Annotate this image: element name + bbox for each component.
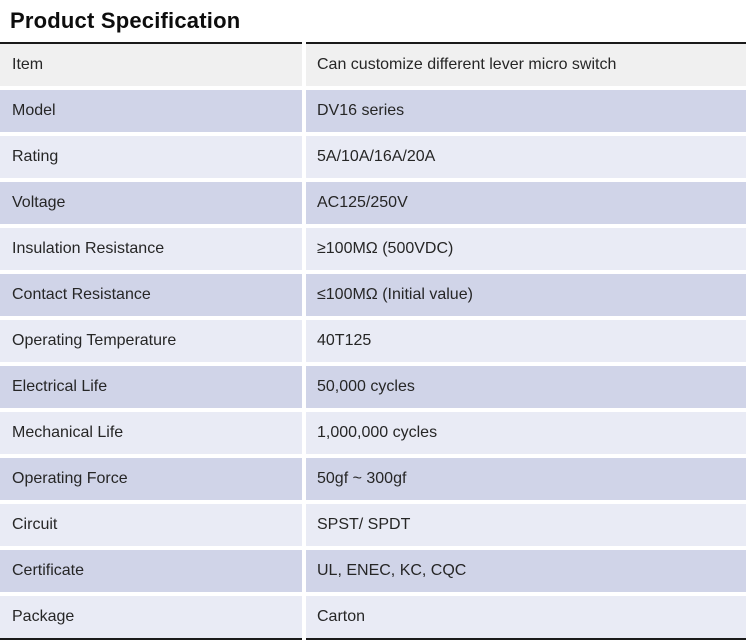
table-row-rating: Rating 5A/10A/16A/20A — [0, 136, 746, 178]
spec-value: 50,000 cycles — [306, 366, 746, 408]
spec-label: Operating Force — [0, 458, 302, 500]
table-row-operating-force: Operating Force 50gf ~ 300gf — [0, 458, 746, 500]
spec-value: 40T125 — [306, 320, 746, 362]
spec-label: Electrical Life — [0, 366, 302, 408]
spec-value: UL, ENEC, KC, CQC — [306, 550, 746, 592]
spec-label: Certificate — [0, 550, 302, 592]
spec-value: ≤100MΩ (Initial value) — [306, 274, 746, 316]
spec-value: 5A/10A/16A/20A — [306, 136, 746, 178]
page-title: Product Specification — [10, 8, 241, 33]
spec-value: Carton — [306, 596, 746, 640]
spec-value: 50gf ~ 300gf — [306, 458, 746, 500]
spec-label: Model — [0, 90, 302, 132]
table-row-contact-resistance: Contact Resistance ≤100MΩ (Initial value… — [0, 274, 746, 316]
table-row-mechanical-life: Mechanical Life 1,000,000 cycles — [0, 412, 746, 454]
spec-value: DV16 series — [306, 90, 746, 132]
table-row-insulation-resistance: Insulation Resistance ≥100MΩ (500VDC) — [0, 228, 746, 270]
spec-label: Insulation Resistance — [0, 228, 302, 270]
spec-value: SPST/ SPDT — [306, 504, 746, 546]
spec-label: Item — [0, 42, 302, 86]
table-row-certificate: Certificate UL, ENEC, KC, CQC — [0, 550, 746, 592]
spec-value: 1,000,000 cycles — [306, 412, 746, 454]
spec-label: Package — [0, 596, 302, 640]
table-row-circuit: Circuit SPST/ SPDT — [0, 504, 746, 546]
spec-label: Contact Resistance — [0, 274, 302, 316]
spec-value: AC125/250V — [306, 182, 746, 224]
table-row-model: Model DV16 series — [0, 90, 746, 132]
spec-value: ≥100MΩ (500VDC) — [306, 228, 746, 270]
table-row-electrical-life: Electrical Life 50,000 cycles — [0, 366, 746, 408]
spec-label: Circuit — [0, 504, 302, 546]
table-row-operating-temperature: Operating Temperature 40T125 — [0, 320, 746, 362]
spec-label: Operating Temperature — [0, 320, 302, 362]
spec-value: Can customize different lever micro swit… — [306, 42, 746, 86]
spec-table: Item Can customize different lever micro… — [0, 42, 746, 640]
spec-label: Mechanical Life — [0, 412, 302, 454]
spec-label: Voltage — [0, 182, 302, 224]
table-row-item: Item Can customize different lever micro… — [0, 42, 746, 86]
table-row-package: Package Carton — [0, 596, 746, 640]
table-row-voltage: Voltage AC125/250V — [0, 182, 746, 224]
spec-label: Rating — [0, 136, 302, 178]
